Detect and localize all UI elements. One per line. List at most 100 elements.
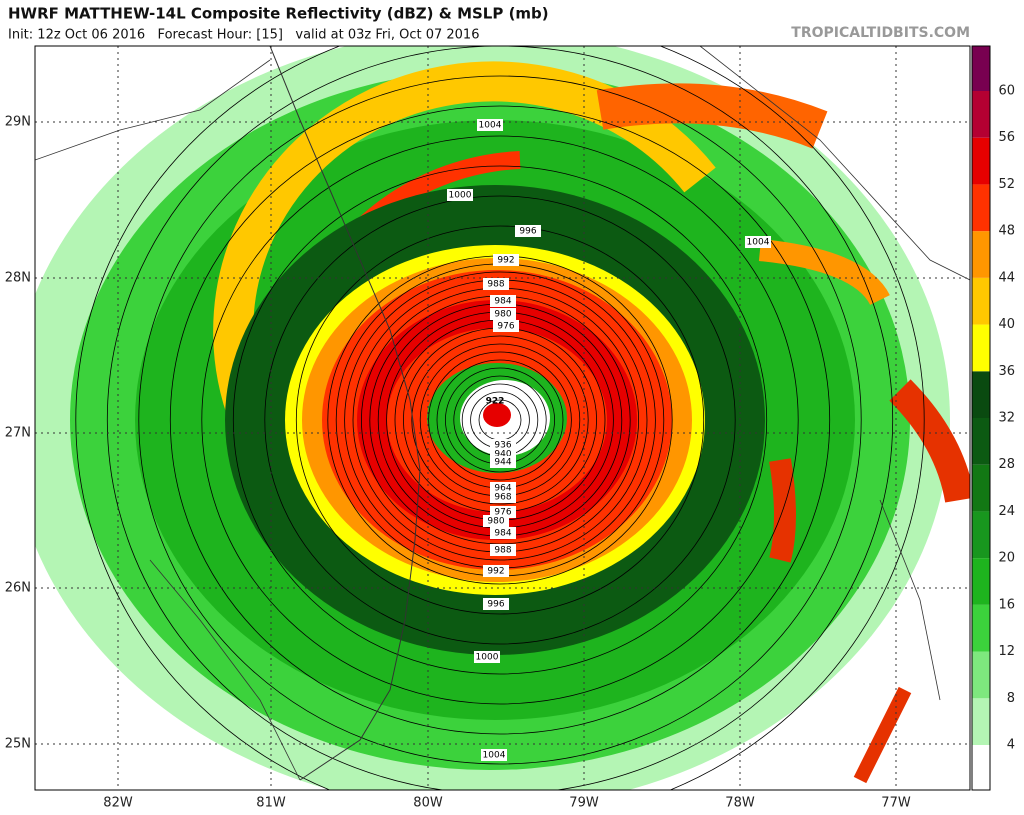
- lat-label: 26N: [5, 581, 31, 596]
- isobar-label: 996: [487, 600, 504, 610]
- colorbar-label: 44: [998, 270, 1015, 285]
- isobar-label: 944: [494, 458, 511, 468]
- colorbar-segment: [972, 231, 990, 278]
- isobar-label-bg: [515, 225, 541, 237]
- lon-label: 78W: [725, 796, 755, 811]
- isobar-label: 968: [494, 493, 511, 503]
- subtitle: Init: 12z Oct 06 2016 Forecast Hour: [15…: [8, 28, 479, 43]
- colorbar-label: 32: [998, 411, 1015, 426]
- watermark: TROPICALTIDBITS.COM: [791, 25, 970, 41]
- isobar-label: 940: [494, 450, 511, 460]
- isobar-label: 984: [494, 529, 511, 539]
- isobar: [169, 105, 831, 735]
- colorbar-label: 36: [998, 364, 1015, 379]
- colorbar-segment: [972, 511, 990, 559]
- isobar-label: 988: [487, 280, 504, 290]
- colorbar-segment: [972, 371, 990, 418]
- colorbar-label: 24: [998, 504, 1015, 519]
- isobar-label-bg: [490, 527, 516, 539]
- isobar-label-bg: [474, 651, 500, 663]
- colorbar-segment: [972, 418, 990, 465]
- isobar-label-bg: [490, 308, 516, 320]
- lon-label: 79W: [569, 796, 599, 811]
- lon-label: 82W: [103, 796, 133, 811]
- colorbar-segment: [972, 558, 990, 605]
- isobar-label-bg: [477, 119, 503, 131]
- colorbar-label: 16: [998, 597, 1015, 612]
- isobar-label: 1004: [747, 238, 770, 248]
- isobar-label: 992: [487, 567, 504, 577]
- isobar-label-bg: [490, 544, 516, 556]
- isobar: [107, 46, 893, 790]
- colorbar-label: 48: [998, 224, 1015, 239]
- colorbar-label: 52: [998, 177, 1015, 192]
- isobar-label: 922: [486, 397, 505, 407]
- colorbar-segment: [972, 91, 990, 138]
- lon-label: 81W: [256, 796, 286, 811]
- isobar-label-bg: [483, 515, 509, 527]
- colorbar-segment: [972, 137, 990, 185]
- lat-label: 27N: [5, 426, 31, 441]
- colorbar-segment: [972, 464, 990, 512]
- colorbar-label: 28: [998, 457, 1015, 472]
- isobar: [444, 367, 555, 473]
- lon-label: 80W: [413, 796, 443, 811]
- isobar-label-bg: [481, 749, 507, 761]
- colorbar-segment: [972, 698, 990, 745]
- colorbar-label: 40: [998, 317, 1015, 332]
- isobar-label: 936: [494, 441, 511, 451]
- map: 1004100099699298898498097692293694094496…: [35, 46, 970, 790]
- isobar-label-bg: [490, 295, 516, 307]
- colorbar-segment: [972, 324, 990, 372]
- colorbar-segment: [972, 651, 990, 699]
- colorbar-label: 20: [998, 551, 1015, 566]
- isobar: [264, 195, 736, 645]
- isobar-label: 976: [497, 322, 514, 332]
- isobar-label: 1004: [483, 751, 506, 761]
- isobar-label: 964: [494, 484, 511, 494]
- colorbar-label: 4: [1007, 738, 1015, 753]
- isobar-label: 1004: [479, 121, 502, 131]
- isobar-label-bg: [493, 254, 519, 266]
- isobar-label-bg: [493, 320, 519, 332]
- isobar: [436, 359, 564, 481]
- colorbar-label: 56: [998, 130, 1015, 145]
- isobar-label-bg: [483, 598, 509, 610]
- lat-label: 25N: [5, 737, 31, 752]
- isobar: [411, 335, 589, 505]
- isobar-label-bg: [490, 491, 516, 503]
- map-frame: [34, 45, 971, 791]
- lat-label: 29N: [5, 115, 31, 130]
- isobar-label: 980: [487, 517, 504, 527]
- isobar: [201, 135, 799, 705]
- colorbar-segment: [972, 277, 990, 325]
- isobar: [75, 46, 925, 790]
- isobar: [295, 225, 705, 615]
- isobar-label-bg: [745, 236, 771, 248]
- colorbar-segment: [972, 745, 990, 790]
- colorbar-segment: [972, 46, 990, 91]
- colorbar-label: 12: [998, 644, 1015, 659]
- isobar-label-bg: [483, 278, 509, 290]
- isobar-label: 976: [494, 508, 511, 518]
- isobar-label: 1000: [449, 191, 472, 201]
- lon-label: 77W: [881, 796, 911, 811]
- isobar-label-bg: [483, 565, 509, 577]
- isobar-label: 980: [494, 310, 511, 320]
- isobar-label-bg: [490, 456, 516, 468]
- title: HWRF MATTHEW-14L Composite Reflectivity …: [8, 5, 549, 23]
- isobar-label: 1000: [476, 653, 499, 663]
- isobar: [138, 75, 862, 765]
- isobar-label-bg: [447, 189, 473, 201]
- colorbar-segment: [972, 184, 990, 232]
- colorbar-label: 8: [1007, 691, 1015, 706]
- isobar-label: 988: [494, 546, 511, 556]
- colorbar-label: 60: [998, 84, 1015, 99]
- isobar-label: 996: [519, 227, 536, 237]
- lat-label: 28N: [5, 271, 31, 286]
- isobar-label: 984: [494, 297, 511, 307]
- isobar: [232, 165, 768, 675]
- colorbar-segment: [972, 604, 990, 652]
- isobar-label: 992: [497, 256, 514, 266]
